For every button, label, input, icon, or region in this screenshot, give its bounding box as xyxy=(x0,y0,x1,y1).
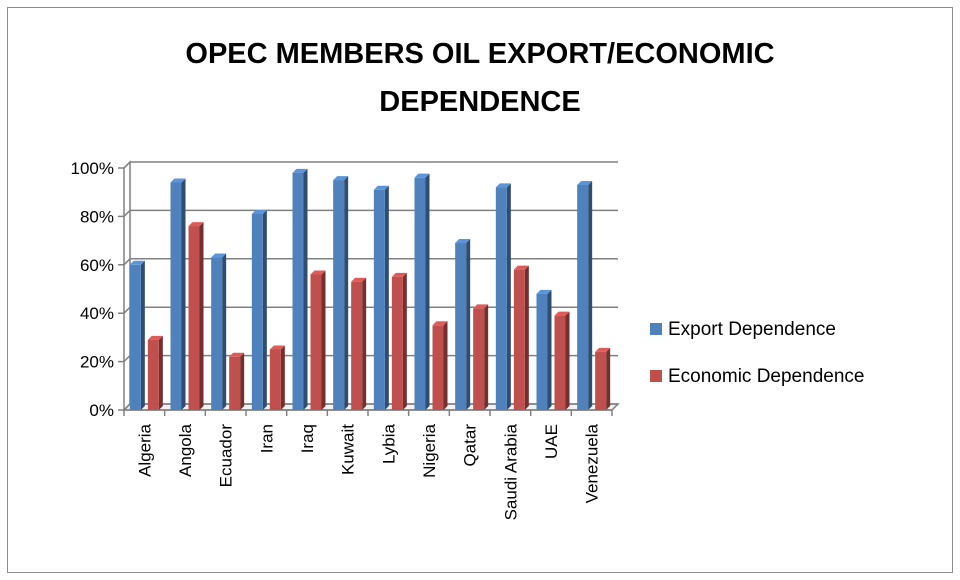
bar-export-algeria xyxy=(129,260,145,410)
chart-legend: Export Dependence Economic Dependence xyxy=(650,319,864,387)
bar-economic-saudi-arabia xyxy=(513,265,529,410)
bar-economic-angola xyxy=(188,222,204,410)
y-gridline xyxy=(123,161,618,169)
bar-economic-iran xyxy=(269,345,285,410)
y-tick-label: 60% xyxy=(80,256,114,275)
chart-title: OPEC MEMBERS OIL EXPORT/ECONOMIC DEPENDE… xyxy=(0,30,960,126)
bar-economic-qatar xyxy=(473,304,489,410)
y-tick-label: 80% xyxy=(80,207,114,226)
y-tick-label: 20% xyxy=(80,353,114,372)
y-axis-tick-labels: 0% 20% 40% 60% 80% 100% xyxy=(71,159,114,420)
bar-export-iraq xyxy=(292,168,308,410)
legend-swatch xyxy=(650,323,662,335)
side-wall xyxy=(123,160,131,411)
chart-frame xyxy=(7,7,953,573)
y-tick-label: 0% xyxy=(89,401,114,420)
x-tick-label: Qatar xyxy=(461,424,480,467)
chart-axes xyxy=(118,167,613,416)
bar-export-saudi-arabia xyxy=(495,183,511,410)
bar-economic-iraq xyxy=(310,270,326,410)
y-tick-label: 40% xyxy=(80,304,114,323)
bar-economic-uae xyxy=(554,311,570,410)
x-tick-label: Ecuador xyxy=(217,424,236,488)
bar-export-angola xyxy=(170,178,186,410)
legend-entry-economic: Economic Dependence xyxy=(650,366,864,387)
bar-export-nigeria xyxy=(414,173,430,410)
x-tick-label: Algeria xyxy=(135,423,154,476)
bar-economic-venezuela xyxy=(595,347,611,410)
bar-export-ecuador xyxy=(211,253,227,410)
legend-label: Economic Dependence xyxy=(668,366,864,387)
legend-swatch xyxy=(650,370,662,382)
legend-entry-export: Export Dependence xyxy=(650,319,836,340)
bar-export-qatar xyxy=(455,239,471,410)
x-axis-tick-labels: Algeria Angola Ecuador Iran Iraq Kuwait Lybia N… xyxy=(135,423,601,520)
bar-export-uae xyxy=(536,289,552,410)
x-tick-label: UAE xyxy=(542,424,561,459)
bar-export-lybia xyxy=(373,185,389,410)
bar-export-kuwait xyxy=(333,176,349,410)
x-tick-label: Angola xyxy=(176,423,195,476)
chart-title-line-2: DEPENDENCE xyxy=(379,86,581,118)
bar-economic-nigeria xyxy=(432,321,448,410)
x-tick-label: Lybia xyxy=(379,423,398,464)
y-gridline xyxy=(123,209,618,217)
bar-economic-kuwait xyxy=(351,277,367,410)
x-tick-label: Nigeria xyxy=(420,423,439,477)
x-tick-label: Venezuela xyxy=(583,423,602,503)
chart-title-line-1: OPEC MEMBERS OIL EXPORT/ECONOMIC xyxy=(185,38,775,70)
bar-economic-ecuador xyxy=(229,352,245,410)
x-tick-label: Kuwait xyxy=(339,424,358,475)
x-tick-label: Iraq xyxy=(298,424,317,453)
bar-economic-algeria xyxy=(147,335,163,410)
y-tick-label: 100% xyxy=(71,159,114,178)
bar-export-iran xyxy=(251,209,267,410)
bar-export-venezuela xyxy=(577,180,593,410)
legend-label: Export Dependence xyxy=(668,319,836,340)
chart-bars xyxy=(129,168,611,410)
x-tick-label: Saudi Arabia xyxy=(501,423,520,520)
x-tick-label: Iran xyxy=(257,424,276,453)
bar-economic-lybia xyxy=(391,272,407,410)
